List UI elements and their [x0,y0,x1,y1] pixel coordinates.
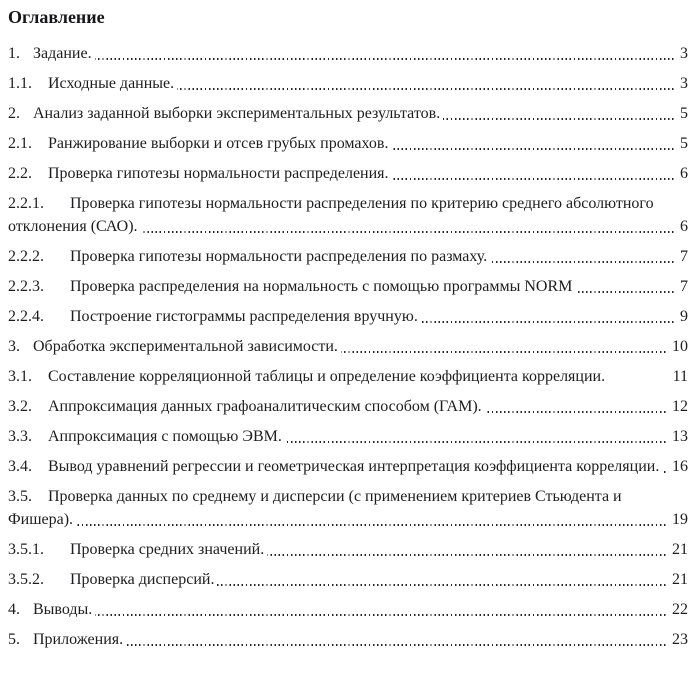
toc-entry-page: 5 [675,132,688,155]
toc-entry-title: Составление корреляционной таблицы и опр… [48,368,609,385]
toc-entry-title: Задание. [33,45,95,62]
table-of-contents: 1. Задание. 3 1.1. Исходные данные. 3 2. Анал… [8,42,688,651]
page-title: Оглавление [8,7,105,27]
toc-entry-page: 6 [675,215,688,238]
toc-entry-number: 3.2. [8,395,48,418]
toc-entry-page: 23 [667,628,688,651]
toc-entry-page: 6 [675,162,688,185]
toc-entry-page: 11 [667,365,688,388]
toc-entry-number: 3. [8,335,33,358]
toc-entry-page: 16 [667,455,688,478]
toc-entry-title: Вывод уравнений регрессии и геометрическ… [48,458,663,475]
toc-entry[interactable]: 5. Приложения. 23 [8,628,688,651]
toc-entry[interactable]: 2.2. Проверка гипотезы нормальности распр… [8,162,688,185]
toc-entry[interactable]: 3.5. Проверка данных по среднему и диспер… [8,485,688,531]
toc-entry-page: 21 [667,568,688,591]
toc-entry-number: 1. [8,42,33,65]
toc-entry-number: 3.5.1. [8,538,70,561]
toc-entry[interactable]: 2.2.1. Проверка гипотезы нормальности рас… [8,192,688,238]
toc-entry[interactable]: 2.1. Ранжирование выборки и отсев грубых … [8,132,688,155]
toc-entry-title: Обработка экспериментальной зависимости. [33,338,341,355]
toc-entry-page: 10 [667,335,688,358]
toc-entry-number: 2. [8,102,33,125]
toc-entry[interactable]: 2. Анализ заданной выборки эксперименталь… [8,102,688,125]
toc-entry-number: 1.1. [8,72,48,95]
toc-entry-title: Проверка гипотезы нормальности распредел… [48,165,392,182]
toc-entry-number: 3.5. [8,485,48,508]
toc-entry-number: 2.1. [8,132,48,155]
toc-entry-title: Исходные данные. [48,75,178,92]
toc-entry[interactable]: 3.4. Вывод уравнений регрессии и геометри… [8,455,688,478]
toc-entry-title: Построение гистограммы распределения вру… [70,308,421,325]
toc-entry[interactable]: 2.2.3. Проверка распределения на нормальн… [8,275,688,298]
toc-entry-page: 7 [675,245,688,268]
toc-entry-number: 3.3. [8,425,48,448]
toc-entry-page: 3 [675,42,688,65]
toc-entry-title: Выводы. [33,601,96,618]
toc-entry-title: Аппроксимация с помощью ЭВМ. [48,428,285,445]
toc-entry-number: 3.5.2. [8,568,70,591]
toc-entry-title: Проверка данных по среднему и дисперсии … [8,488,622,528]
toc-entry-page: 22 [667,598,688,621]
toc-entry[interactable]: 3.3. Аппроксимация с помощью ЭВМ. 13 [8,425,688,448]
toc-entry[interactable]: 2.2.2. Проверка гипотезы нормальности рас… [8,245,688,268]
toc-entry-number: 2.2.1. [8,192,70,215]
toc-entry[interactable]: 2.2.4. Построение гистограммы распределен… [8,305,688,328]
toc-entry-title: Приложения. [33,631,127,648]
toc-entry-page: 3 [675,72,688,95]
toc-entry[interactable]: 1. Задание. 3 [8,42,688,65]
toc-entry-number: 3.1. [8,365,48,388]
toc-page: Оглавление 1. Задание. 3 1.1. Исходные данн… [8,7,688,651]
toc-entry[interactable]: 3. Обработка экспериментальной зависимост… [8,335,688,358]
toc-entry-page: 12 [667,395,688,418]
toc-entry[interactable]: 4. Выводы. 22 [8,598,688,621]
toc-entry-title: Проверка распределения на нормальность с… [70,278,576,295]
toc-entry-page: 21 [667,538,688,561]
toc-entry-number: 2.2.2. [8,245,70,268]
toc-entry-page: 13 [667,425,688,448]
toc-entry-title: Проверка гипотезы нормальности распредел… [70,248,491,265]
toc-entry-number: 2.2. [8,162,48,185]
toc-entry-title: Ранжирование выборки и отсев грубых пром… [48,135,392,152]
toc-entry-number: 4. [8,598,33,621]
toc-entry-number: 5. [8,628,33,651]
toc-entry[interactable]: 3.2. Аппроксимация данных графоаналитичес… [8,395,688,418]
toc-entry-page: 19 [667,508,688,531]
toc-entry-title: Проверка дисперсий. [70,571,218,588]
toc-entry-number: 3.4. [8,455,48,478]
toc-entry[interactable]: 3.5.1. Проверка средних значений. 21 [8,538,688,561]
toc-entry-number: 2.2.3. [8,275,70,298]
toc-entry-page: 7 [675,275,688,298]
toc-entry-title: Анализ заданной выборки экспериментальны… [33,105,444,122]
toc-entry-title: Проверка гипотезы нормальности распредел… [8,195,654,235]
toc-entry-title: Аппроксимация данных графоаналитическим … [48,398,485,415]
toc-entry-page: 9 [675,305,688,328]
toc-entry[interactable]: 1.1. Исходные данные. 3 [8,72,688,95]
toc-entry[interactable]: 3.5.2. Проверка дисперсий. 21 [8,568,688,591]
toc-entry[interactable]: 3.1. Составление корреляционной таблицы и… [8,365,688,388]
toc-entry-page: 5 [675,102,688,125]
toc-entry-title: Проверка средних значений. [70,541,268,558]
toc-entry-number: 2.2.4. [8,305,70,328]
